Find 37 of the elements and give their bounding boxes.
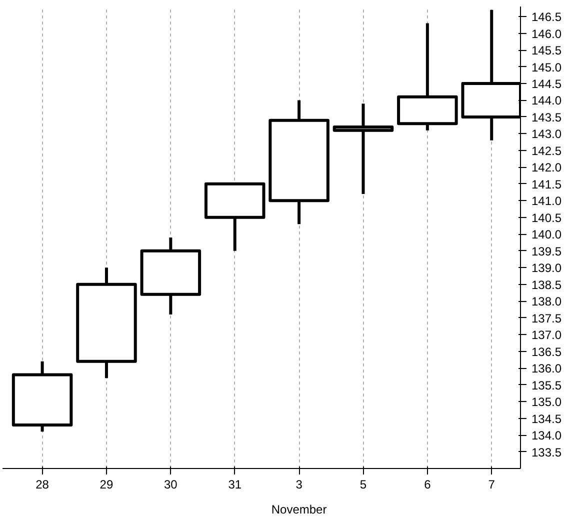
y-tick-label: 134.5 — [532, 412, 562, 426]
y-tick-label: 134.0 — [532, 428, 562, 443]
y-tick-label: 137.0 — [532, 328, 562, 342]
x-tick-label: 29 — [100, 478, 114, 492]
y-tick-label: 142.0 — [532, 160, 562, 175]
y-tick-label: 144.5 — [532, 77, 562, 91]
y-tick-label: 133.5 — [532, 445, 562, 460]
y-tick-label: 136.5 — [532, 344, 562, 359]
candlestick — [332, 104, 394, 194]
y-tick-label: 146.0 — [532, 26, 562, 41]
y-tick-label: 135.5 — [532, 378, 562, 392]
y-tick-label: 138.0 — [532, 294, 562, 309]
x-tick-label: 6 — [424, 478, 432, 492]
y-tick-label: 139.5 — [532, 244, 562, 258]
x-tick-label: 28 — [36, 478, 50, 492]
y-tick-label: 135.0 — [532, 395, 562, 410]
x-tick-label: 30 — [164, 478, 178, 492]
y-tick-label: 136.0 — [532, 362, 562, 376]
y-tick-label: 138.5 — [532, 278, 562, 292]
y-tick-label: 141.0 — [532, 194, 562, 208]
y-tick-label: 141.5 — [532, 177, 562, 192]
y-tick-label: 142.5 — [532, 144, 562, 158]
y-tick-label: 137.5 — [532, 311, 562, 326]
x-tick-label: 5 — [360, 478, 367, 492]
x-tick-label: 31 — [228, 478, 242, 492]
y-tick-label: 140.5 — [532, 210, 562, 225]
y-tick-label: 145.0 — [532, 60, 562, 74]
x-tick-label: 3 — [296, 478, 303, 492]
y-tick-label: 145.5 — [532, 44, 562, 58]
y-tick-label: 143.5 — [532, 110, 562, 124]
x-tick-label: 7 — [488, 478, 496, 492]
text: November — [271, 502, 327, 516]
y-tick-label: 139.0 — [532, 261, 562, 276]
y-tick-label: 140.0 — [532, 228, 562, 242]
y-tick-label: 143.0 — [532, 127, 562, 142]
y-tick-label: 144.0 — [532, 94, 562, 108]
y-tick-label: 146.5 — [532, 10, 562, 24]
